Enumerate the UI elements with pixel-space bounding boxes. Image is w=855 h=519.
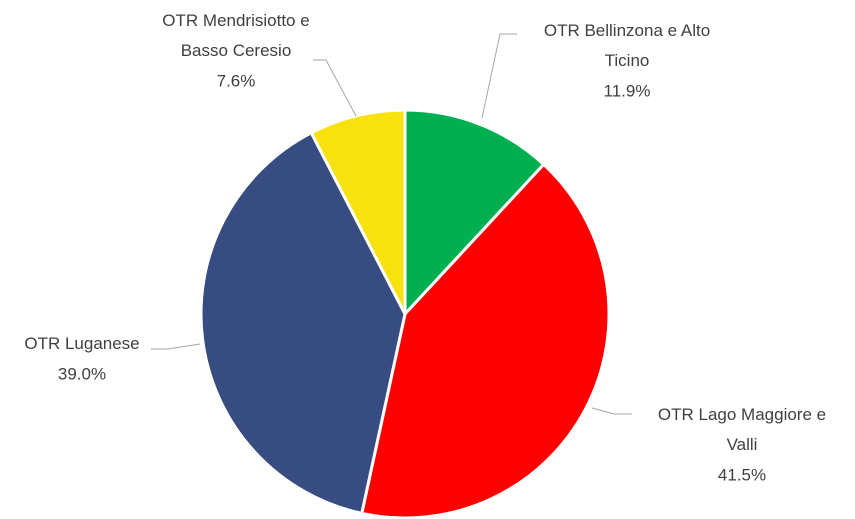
value-label: 41.5% (718, 465, 766, 484)
leader-line (151, 343, 201, 350)
pie-slice (403, 108, 546, 318)
category-label: OTR Bellinzona e Alto Ticino (544, 21, 710, 70)
pie-slice (199, 130, 407, 516)
pie-slice (359, 162, 611, 519)
value-label: 11.9% (604, 81, 651, 100)
category-label: OTR Lago Maggiore e Valli (658, 405, 826, 454)
leader-line (591, 407, 632, 415)
pie-slice (309, 108, 407, 315)
category-label: OTR Luganese (24, 334, 139, 353)
leader-line (481, 33, 517, 119)
value-label: 7.6% (217, 71, 256, 90)
category-label: OTR Mendrisiotto e Basso Ceresio (162, 11, 309, 60)
leader-line (313, 59, 357, 117)
value-label: 39.0% (58, 364, 106, 383)
